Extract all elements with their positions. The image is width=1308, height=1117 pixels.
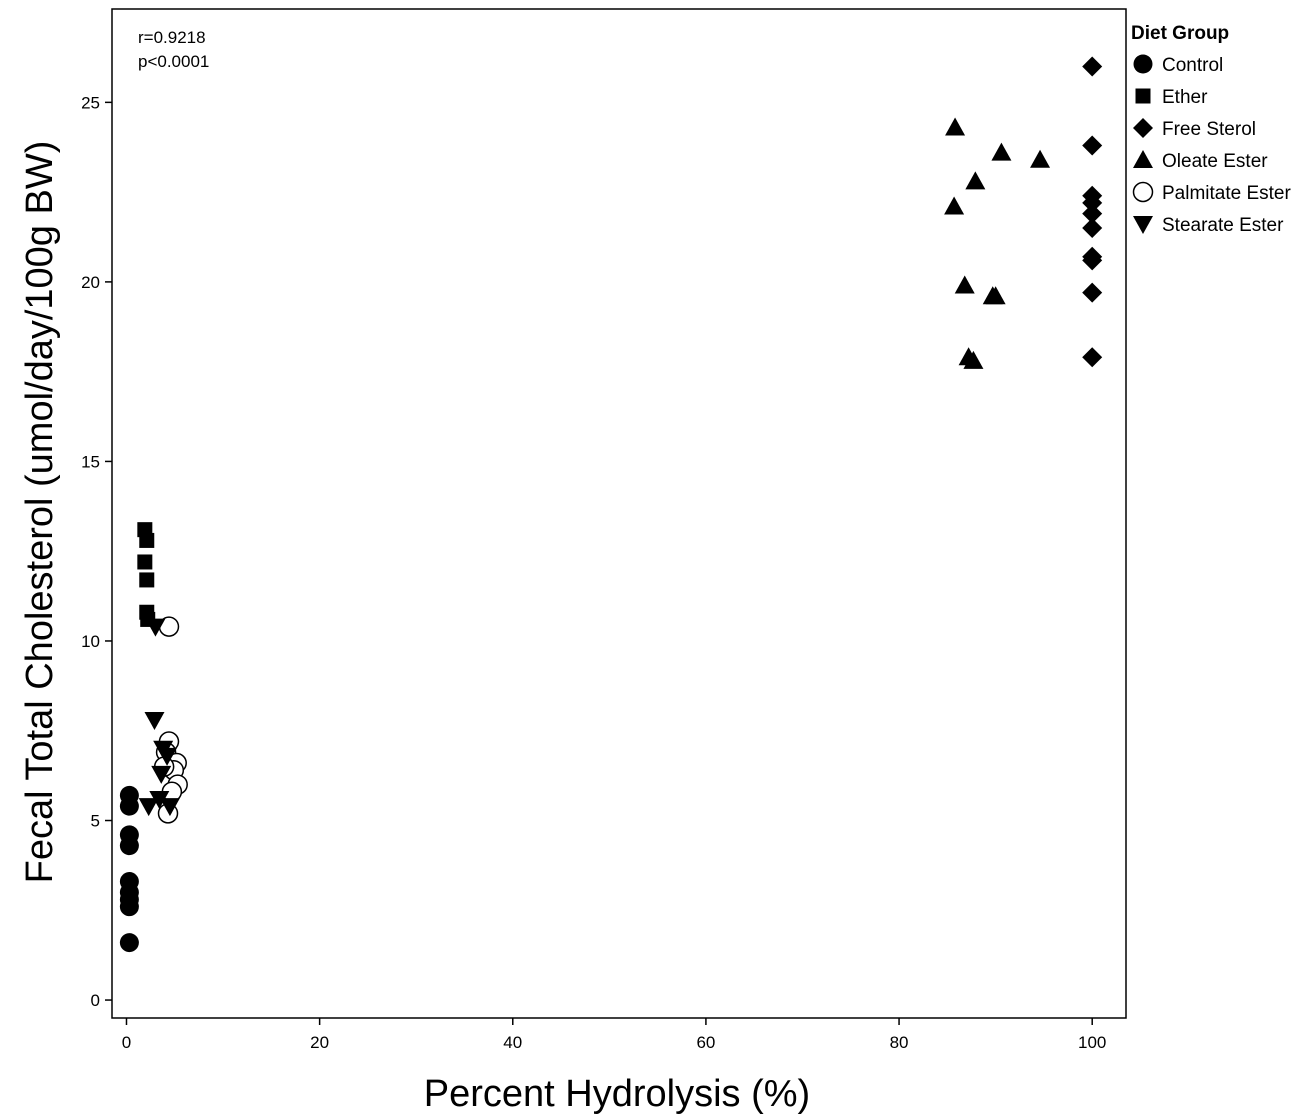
point-control [119, 933, 139, 953]
point-oleate-ester [985, 286, 1006, 305]
point-free-sterol [1082, 135, 1103, 156]
legend-label-free-sterol: Free Sterol [1162, 119, 1256, 140]
legend-marker-oleate-ester [1133, 150, 1153, 168]
point-oleate-ester [965, 171, 986, 190]
point-oleate-ester [1030, 149, 1051, 168]
point-oleate-ester [991, 142, 1012, 161]
x-tick-label: 80 [890, 1033, 909, 1052]
point-ether [137, 554, 153, 570]
x-axis-title: Percent Hydrolysis (%) [424, 1073, 810, 1115]
x-tick-label: 40 [503, 1033, 522, 1052]
point-free-sterol [1082, 203, 1103, 224]
point-stearate-ester [149, 790, 170, 809]
point-oleate-ester [963, 350, 984, 369]
legend-label-ether: Ether [1162, 87, 1208, 108]
legend-marker-control [1133, 54, 1153, 74]
point-free-sterol [1082, 218, 1103, 239]
y-axis: 0 5 10 15 20 25 [81, 93, 112, 1010]
y-tick-label: 15 [81, 452, 100, 471]
y-tick-label: 10 [81, 632, 100, 651]
y-tick-label: 5 [91, 812, 100, 831]
correlation-r-label: r=0.9218 [138, 28, 206, 47]
legend-title: Diet Group [1131, 23, 1229, 44]
x-tick-label: 20 [310, 1033, 329, 1052]
legend-label-stearate-ester: Stearate Ester [1162, 215, 1284, 236]
point-free-sterol [1082, 347, 1103, 368]
point-free-sterol [1082, 192, 1103, 213]
point-stearate-ester [144, 711, 165, 730]
point-control [119, 897, 139, 917]
point-stearate-ester [145, 618, 166, 637]
point-free-sterol [1082, 250, 1103, 271]
x-tick-label: 0 [122, 1033, 131, 1052]
point-stearate-ester [157, 747, 178, 766]
point-control [119, 836, 139, 856]
point-ether [139, 572, 155, 588]
point-stearate-ester [159, 798, 180, 817]
x-tick-label: 100 [1078, 1033, 1106, 1052]
point-oleate-ester [945, 117, 966, 136]
point-oleate-ester [954, 275, 975, 294]
legend-marker-free-sterol [1133, 118, 1153, 138]
x-axis: 0 20 40 60 80 100 [122, 1018, 1106, 1052]
legend-label-control: Control [1162, 55, 1223, 76]
legend-marker-ether [1135, 88, 1151, 104]
data-points [119, 56, 1103, 953]
point-free-sterol [1082, 282, 1103, 303]
legend-label-palmitate-ester: Palmitate Ester [1162, 183, 1291, 204]
legend-label-oleate-ester: Oleate Ester [1162, 151, 1268, 172]
legend: Diet Group Control Ether Free Sterol Oleate… [1131, 23, 1291, 236]
legend-marker-palmitate-ester [1132, 181, 1154, 203]
y-tick-label: 20 [81, 273, 100, 292]
x-tick-label: 60 [696, 1033, 715, 1052]
point-control [119, 796, 139, 816]
y-axis-title: Fecal Total Cholesterol (umol/day/100g B… [19, 141, 61, 884]
y-tick-label: 25 [81, 93, 100, 112]
point-ether [139, 532, 155, 548]
point-free-sterol [1082, 56, 1103, 77]
y-tick-label: 0 [91, 991, 100, 1010]
point-stearate-ester [151, 765, 172, 784]
point-stearate-ester [138, 798, 159, 817]
p-value-label: p<0.0001 [138, 52, 209, 71]
point-oleate-ester [944, 196, 965, 215]
legend-marker-stearate-ester [1133, 216, 1153, 234]
plot-frame [111, 8, 1127, 1019]
